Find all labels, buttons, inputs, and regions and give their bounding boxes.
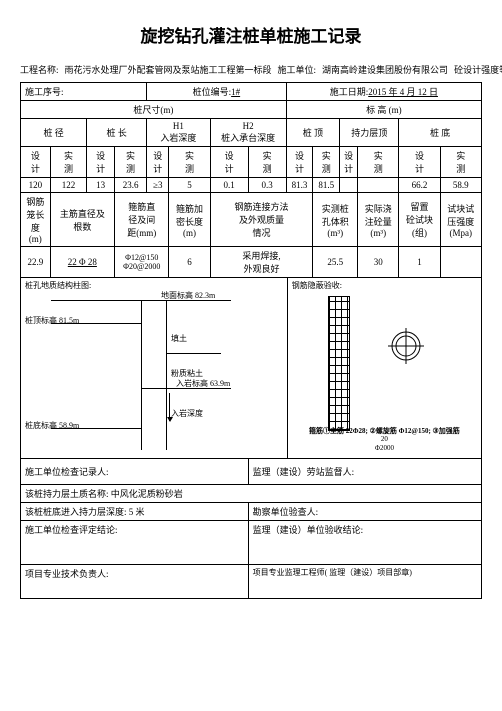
- g2-g: 实际浇 注砼量 (m³): [358, 193, 399, 247]
- col-h1: H1 入岩深度: [147, 119, 211, 147]
- proj-val: 雨花污水处理厂外配套管网及泵站施工工程第一标段: [65, 63, 272, 76]
- unit-val: 湖南高岭建设集团股份有限公司: [322, 63, 448, 76]
- dia-left-title: 桩孔地质结构柱图:: [25, 280, 91, 291]
- v0: 120: [21, 178, 51, 193]
- col-h2: H2 桩入承台深度: [210, 119, 286, 147]
- h-m4: 实 测: [248, 147, 286, 178]
- h-m2: 实 测: [115, 147, 147, 178]
- grade-lbl: 砼设计强度等级:: [454, 63, 502, 76]
- main-table: 施工序号: 桩位编号:1# 施工日期:2015 年 4 月 12 日 桩尺寸(m…: [20, 82, 482, 599]
- g2-b: 主筋直径及 根数: [50, 193, 114, 247]
- gv-a: 22.9: [21, 247, 51, 278]
- pileno-cell: 桩位编号:1#: [147, 83, 287, 101]
- v10: [340, 178, 358, 193]
- gv-g: 30: [358, 247, 399, 278]
- lbl-rockdep: 入岩深度: [171, 408, 203, 419]
- g2-f: 实测桩 孔体积 (m³): [313, 193, 358, 247]
- f-r3a: 该桩桩底进入持力层深度: 5 米: [21, 503, 249, 521]
- cage-section-icon: [388, 328, 424, 364]
- g2-d: 箍筋加 密长度 (m): [169, 193, 210, 247]
- gv-b: 22 Φ 28: [50, 247, 114, 278]
- gv-d: 6: [169, 247, 210, 278]
- g2-e: 钢筋连接方法 及外观质量 情况: [210, 193, 313, 247]
- data-row: 120122 1323.6 ≥35 0.10.3 81.381.5 66.258…: [21, 178, 482, 193]
- f-r4b: 监理（建设）单位验收结论:: [248, 521, 481, 565]
- gv-e: 采用焊接, 外观良好: [210, 247, 313, 278]
- v7: 0.3: [248, 178, 286, 193]
- v13: 58.9: [440, 178, 481, 193]
- f-r5b: 项目专业监理工程师( 监理（建设）项目部章): [248, 565, 481, 599]
- h-m7: 实 测: [440, 147, 481, 178]
- v5: 5: [169, 178, 210, 193]
- doc-title: 旋挖钻孔灌注桩单桩施工记录: [20, 22, 482, 47]
- v9: 81.5: [313, 178, 340, 193]
- f-r1b: 监理（建设）劳站监督人:: [248, 459, 481, 485]
- h-d5: 设 计: [286, 147, 313, 178]
- dim-size: 桩尺寸(m): [21, 101, 287, 119]
- lbl-rock: 入岩标高 63.9m: [176, 378, 230, 389]
- date-cell: 施工日期:2015 年 4 月 12 日: [286, 83, 481, 101]
- f-r4a: 施工单位检查评定结论:: [21, 521, 249, 565]
- dia-right-title: 钢筋隐蔽验收:: [292, 280, 342, 291]
- lbl-fill: 填土: [171, 333, 187, 344]
- col-top: 桩 顶: [286, 119, 339, 147]
- h-d2: 设 计: [87, 147, 115, 178]
- g2-a: 钢筋 笼长 度 (m): [21, 193, 51, 247]
- gv-i: [440, 247, 481, 278]
- h-m3: 实 测: [169, 147, 210, 178]
- f-r3b: 勘察单位验查人:: [248, 503, 481, 521]
- h-d7: 设 计: [399, 147, 440, 178]
- g2-i: 试块试 压强度 (Mpa): [440, 193, 481, 247]
- col-bear: 持力层顶: [340, 119, 399, 147]
- v11: [358, 178, 399, 193]
- col-dia: 桩 径: [21, 119, 87, 147]
- v3: 23.6: [115, 178, 147, 193]
- header-row-1: 工程名称: 雨花污水处理厂外配套管网及泵站施工工程第一标段 施工单位: 湖南高岭…: [20, 63, 482, 76]
- col-bot: 桩 底: [399, 119, 482, 147]
- h-d3: 设 计: [147, 147, 169, 178]
- lbl-top: 桩顶标高 81.5m: [25, 315, 79, 326]
- rebar-cage-icon: [328, 296, 350, 431]
- v6: 0.1: [210, 178, 248, 193]
- v4: ≥3: [147, 178, 169, 193]
- dim-elev: 标 高 (m): [286, 101, 481, 119]
- f-r1a: 施工单位检查记录人:: [21, 459, 249, 485]
- h-m1: 实 测: [50, 147, 87, 178]
- f-r2: 该桩持力层土质名称: 中风化泥质粉砂岩: [21, 485, 482, 503]
- proj-lbl: 工程名称:: [20, 63, 59, 76]
- gv-c: Φ12@150 Φ20@2000: [115, 247, 169, 278]
- f-r5a: 项目专业技术负责人:: [21, 565, 249, 599]
- h-d1: 设 计: [21, 147, 51, 178]
- v12: 66.2: [399, 178, 440, 193]
- g2-c: 箍筋直 径及间 距(mm): [115, 193, 169, 247]
- h-m6: 实 测: [358, 147, 399, 178]
- seq-cell: 施工序号:: [21, 83, 147, 101]
- h-m5: 实 测: [313, 147, 340, 178]
- h-d6: 设 计: [340, 147, 358, 178]
- diagram-right: 钢筋隐蔽验收: 箍筋①主筋 22Φ28; ②螺旋筋 Φ12@150; ③加强筋 …: [288, 278, 481, 458]
- h-d4: 设 计: [210, 147, 248, 178]
- v8: 81.3: [286, 178, 313, 193]
- gv-h: 1: [399, 247, 440, 278]
- cage-note: 箍筋①主筋 22Φ28; ②螺旋筋 Φ12@150; ③加强筋 20 Φ2000: [292, 427, 477, 452]
- v1: 122: [50, 178, 87, 193]
- lbl-ground: 地面标高 82.3m: [161, 290, 215, 301]
- v2: 13: [87, 178, 115, 193]
- unit-lbl: 施工单位:: [278, 63, 317, 76]
- diagram-left: 桩孔地质结构柱图: 地面标高 82.3m 桩顶标高 81.5m 填土 粉质粘土 …: [21, 278, 288, 458]
- lbl-bottom: 桩底标高 58.9m: [25, 420, 79, 431]
- col-len: 桩 长: [87, 119, 147, 147]
- gv-f: 25.5: [313, 247, 358, 278]
- g2-h: 留置 砼试块 (组): [399, 193, 440, 247]
